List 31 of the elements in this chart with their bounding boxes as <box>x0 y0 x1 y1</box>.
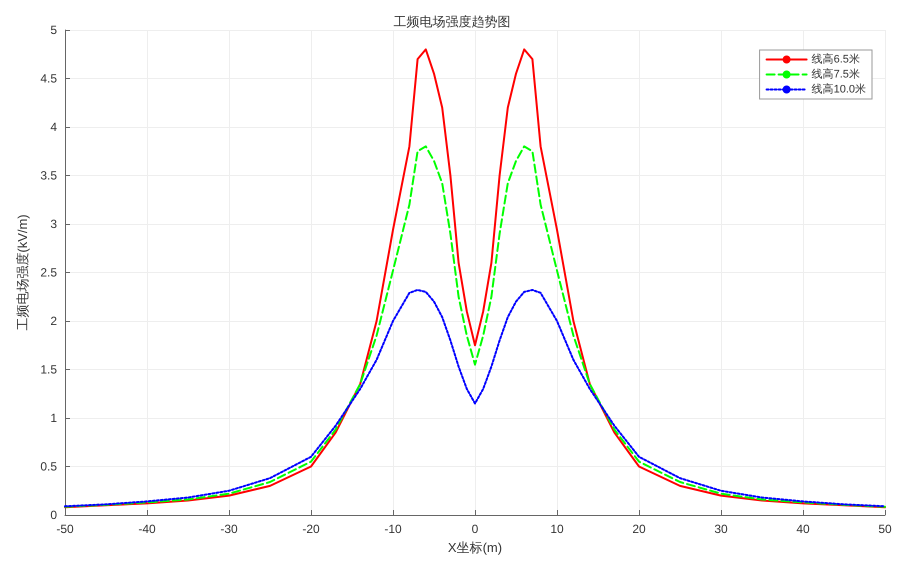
x-tick-label: 40 <box>796 522 810 536</box>
x-tick-label: -10 <box>384 522 402 536</box>
y-tick-label: 0 <box>50 508 58 522</box>
x-tick-label: 50 <box>878 522 892 536</box>
chart-title: 工频电场强度趋势图 <box>394 14 510 29</box>
y-tick-label: 0.5 <box>40 460 58 474</box>
y-tick-label: 2.5 <box>40 266 58 280</box>
x-tick-label: 20 <box>632 522 646 536</box>
y-axis-title: 工频电场强度(kV/m) <box>15 214 30 331</box>
legend-label: 线高6.5米 <box>812 52 860 66</box>
x-tick-label: -40 <box>138 522 156 536</box>
x-tick-label: 10 <box>550 522 564 536</box>
y-tick-label: 3 <box>50 217 58 231</box>
y-tick-label: 1.5 <box>40 362 58 376</box>
y-tick-label: 5 <box>50 23 58 37</box>
y-tick-label: 3.5 <box>40 168 58 182</box>
line-series <box>64 288 886 508</box>
y-tick-label: 4 <box>50 120 58 134</box>
x-tick-label: -50 <box>56 522 74 536</box>
line-series <box>64 48 886 508</box>
legend-label: 线高7.5米 <box>812 68 860 80</box>
x-tick-label: 0 <box>472 522 479 536</box>
line-series <box>64 145 886 508</box>
x-tick-label: -30 <box>220 522 238 536</box>
y-tick-label: 4.5 <box>40 72 58 86</box>
y-tick-label: 1 <box>50 411 58 425</box>
x-tick-label: -20 <box>302 522 320 536</box>
y-tick-label: 2 <box>50 314 58 328</box>
x-tick-label: 30 <box>714 522 728 536</box>
legend-label: 线高10.0米 <box>812 82 866 96</box>
x-axis-title: X坐标(m) <box>448 540 502 555</box>
